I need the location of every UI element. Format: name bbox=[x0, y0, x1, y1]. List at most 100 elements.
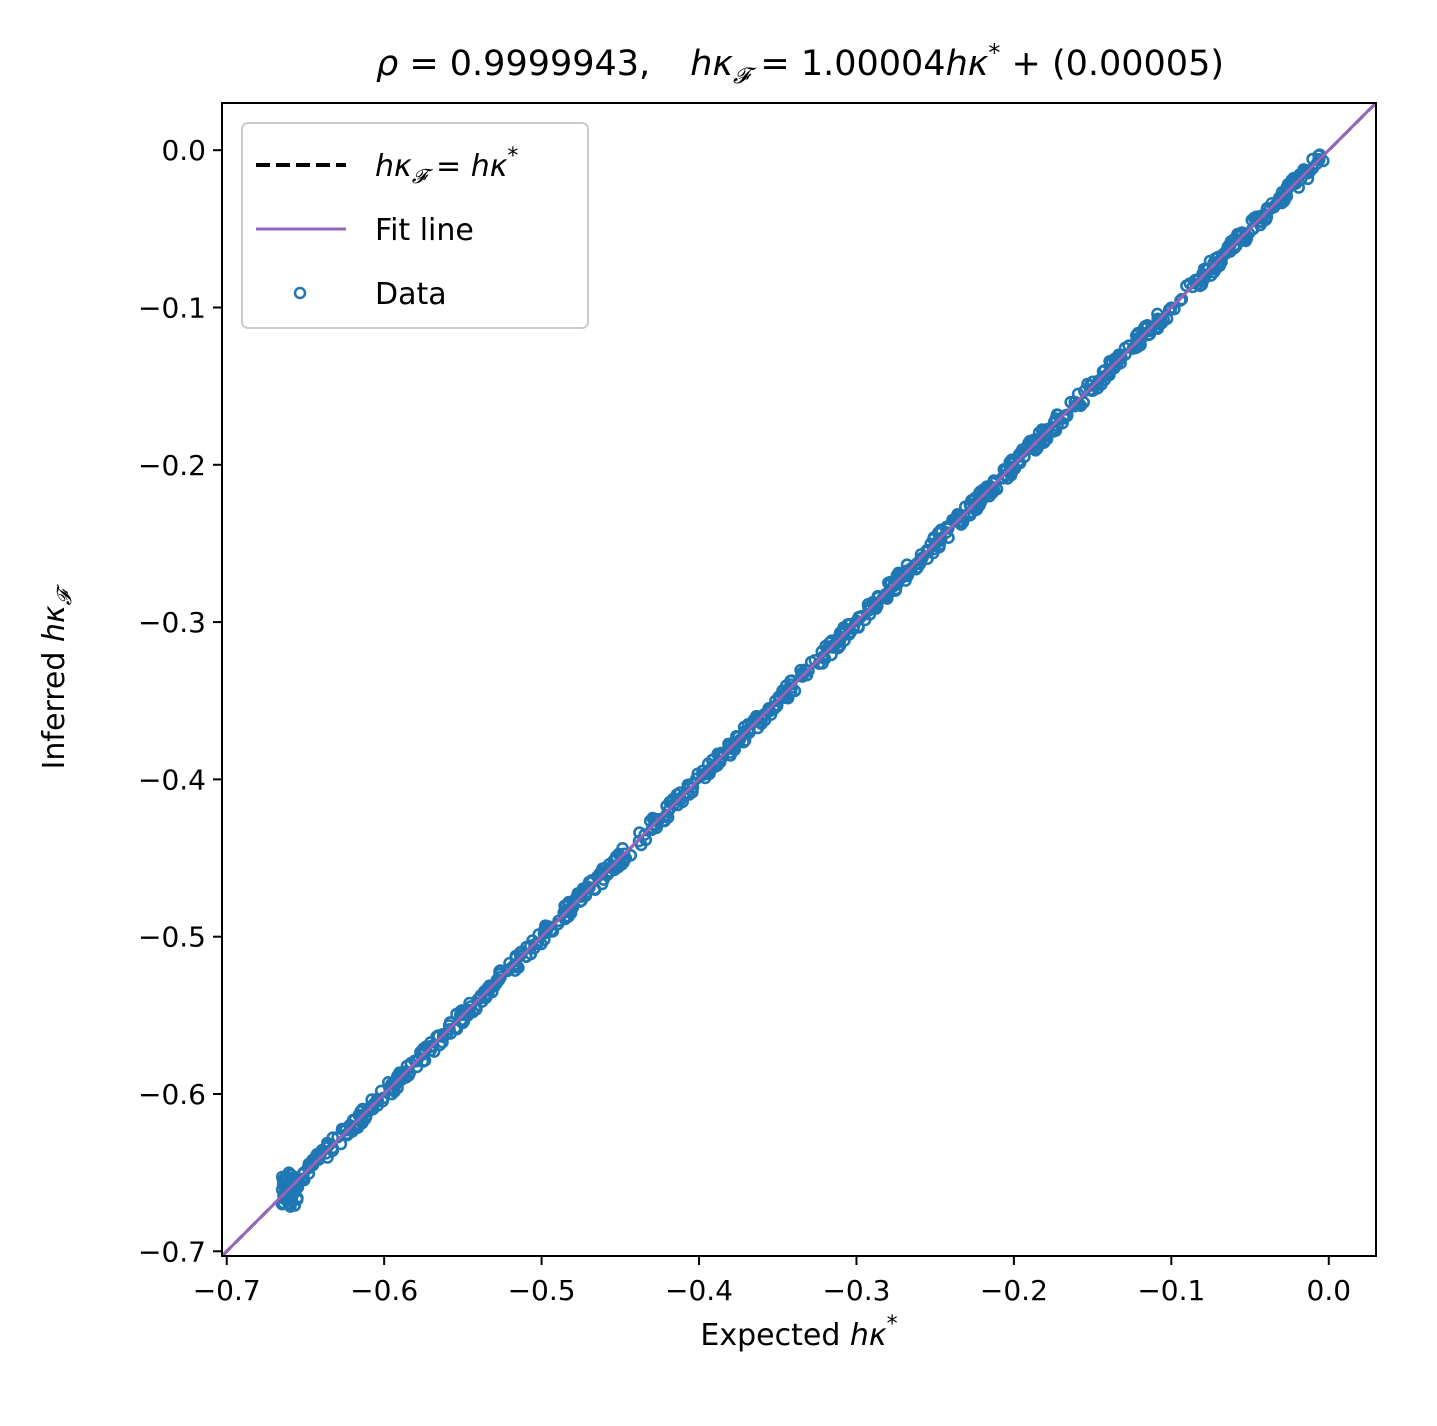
data-point bbox=[509, 958, 523, 971]
data-point bbox=[1057, 409, 1071, 423]
data-point bbox=[931, 534, 945, 548]
data-point bbox=[617, 856, 630, 869]
y-axis-label: Inferred hκ𝓕 bbox=[37, 583, 76, 769]
y-tick-label: −0.4 bbox=[138, 763, 206, 796]
y-tick-label: 0.0 bbox=[161, 134, 206, 167]
data-point bbox=[862, 601, 875, 614]
data-point bbox=[557, 906, 571, 920]
x-axis: −0.7 −0.6 −0.5 −0.4 −0.3 −0.2 −0.1 0.0 bbox=[193, 1256, 1351, 1307]
data-point bbox=[1131, 326, 1145, 340]
title-rhs: hκ bbox=[946, 44, 989, 84]
data-point bbox=[1151, 307, 1164, 321]
legend-identity-rhs: hκ bbox=[471, 149, 508, 184]
data-point bbox=[385, 1087, 399, 1101]
data-point bbox=[450, 1007, 463, 1021]
y-axis: 0.0 −0.1 −0.2 −0.3 −0.4 −0.5 −0.6 −0.7 bbox=[138, 134, 222, 1268]
axes-frame bbox=[221, 102, 1377, 1257]
x-tick-label: −0.6 bbox=[350, 1274, 418, 1307]
data-point bbox=[542, 920, 556, 933]
x-tick-label: −0.7 bbox=[193, 1274, 261, 1307]
data-point bbox=[388, 1085, 401, 1098]
data-point bbox=[1152, 314, 1165, 328]
data-point bbox=[658, 814, 671, 828]
x-tick-label: −0.1 bbox=[1137, 1274, 1205, 1307]
data-point bbox=[282, 1166, 296, 1179]
x-tick-label: −0.5 bbox=[508, 1274, 576, 1307]
data-point bbox=[306, 1158, 320, 1172]
data-point bbox=[1001, 472, 1014, 485]
data-point bbox=[853, 611, 867, 624]
y-tick-label: −0.2 bbox=[138, 449, 206, 482]
legend-data-label: Data bbox=[375, 277, 447, 312]
y-axis-label-text: Inferred bbox=[37, 642, 72, 769]
data-point bbox=[1175, 292, 1189, 306]
data-point bbox=[624, 848, 638, 862]
x-axis-label-sup: * bbox=[887, 1312, 898, 1337]
legend-box bbox=[241, 122, 589, 329]
data-point bbox=[1068, 399, 1082, 413]
legend-data-swatch bbox=[293, 286, 307, 300]
data-point bbox=[1288, 176, 1301, 190]
x-tick-label: 0.0 bbox=[1307, 1274, 1352, 1307]
chart-title: ρ = 0.9999943, hκ𝓕 = 1.00004hκ* + (0.0000… bbox=[376, 39, 1224, 89]
data-point bbox=[278, 1186, 292, 1200]
data-point bbox=[954, 518, 968, 531]
x-axis-label: Expected hκ* bbox=[700, 1312, 897, 1353]
title-rhs-sup: * bbox=[988, 39, 1000, 67]
plot-area bbox=[222, 103, 1376, 1256]
data-point bbox=[1040, 432, 1054, 446]
legend-identity-label: hκ𝓕 = hκ* bbox=[375, 144, 518, 188]
data-point bbox=[748, 715, 762, 728]
data-point bbox=[638, 828, 652, 841]
data-point bbox=[562, 895, 576, 909]
data-point bbox=[827, 641, 840, 654]
data-point bbox=[455, 1008, 469, 1021]
data-point bbox=[1263, 202, 1277, 216]
data-point bbox=[696, 768, 709, 782]
x-axis-label-text: Expected bbox=[700, 1318, 850, 1353]
x-tick-label: −0.4 bbox=[665, 1274, 733, 1307]
x-axis-label-math: hκ bbox=[850, 1318, 887, 1353]
data-point bbox=[1164, 303, 1177, 317]
data-point bbox=[825, 648, 838, 662]
data-point bbox=[604, 861, 618, 874]
x-tick-label: −0.3 bbox=[822, 1274, 890, 1307]
data-point bbox=[326, 1131, 340, 1144]
data-point bbox=[1108, 359, 1122, 373]
data-point bbox=[1074, 399, 1088, 413]
legend: hκ𝓕 = hκ* Fit line Data bbox=[241, 122, 589, 329]
y-tick-label: −0.6 bbox=[138, 1078, 206, 1111]
title-rho-value: 0.9999943, bbox=[450, 44, 650, 84]
legend-identity-eq: = bbox=[426, 149, 470, 184]
fit-line bbox=[222, 103, 1376, 1256]
title-eq-mid: = 1.00004 bbox=[749, 44, 945, 84]
data-point bbox=[524, 939, 537, 953]
title-equals: = bbox=[398, 44, 450, 84]
y-axis-label-math: hκ bbox=[37, 605, 72, 642]
data-point bbox=[539, 926, 552, 940]
title-tail: + (0.00005) bbox=[1000, 44, 1224, 84]
data-point bbox=[354, 1110, 368, 1124]
data-point bbox=[289, 1178, 303, 1192]
data-point bbox=[492, 973, 506, 987]
data-point bbox=[481, 981, 494, 995]
legend-identity-rhs-sup: * bbox=[507, 144, 518, 169]
data-point bbox=[436, 1030, 450, 1044]
x-tick-label: −0.2 bbox=[980, 1274, 1048, 1307]
y-tick-label: −0.1 bbox=[138, 291, 206, 324]
data-point bbox=[725, 742, 739, 756]
data-point bbox=[1029, 443, 1042, 457]
data-point bbox=[903, 564, 917, 578]
legend-identity-lhs: hκ bbox=[375, 149, 412, 184]
y-tick-label: −0.3 bbox=[138, 606, 206, 639]
data-point bbox=[1186, 280, 1200, 294]
data-point bbox=[1215, 251, 1229, 264]
y-tick-label: −0.7 bbox=[138, 1235, 206, 1268]
legend-fit-label: Fit line bbox=[375, 213, 474, 248]
data-point bbox=[371, 1094, 385, 1108]
data-point bbox=[1132, 331, 1145, 345]
data-point bbox=[686, 781, 700, 794]
data-point bbox=[1138, 320, 1152, 333]
title-rho: ρ bbox=[376, 44, 398, 84]
